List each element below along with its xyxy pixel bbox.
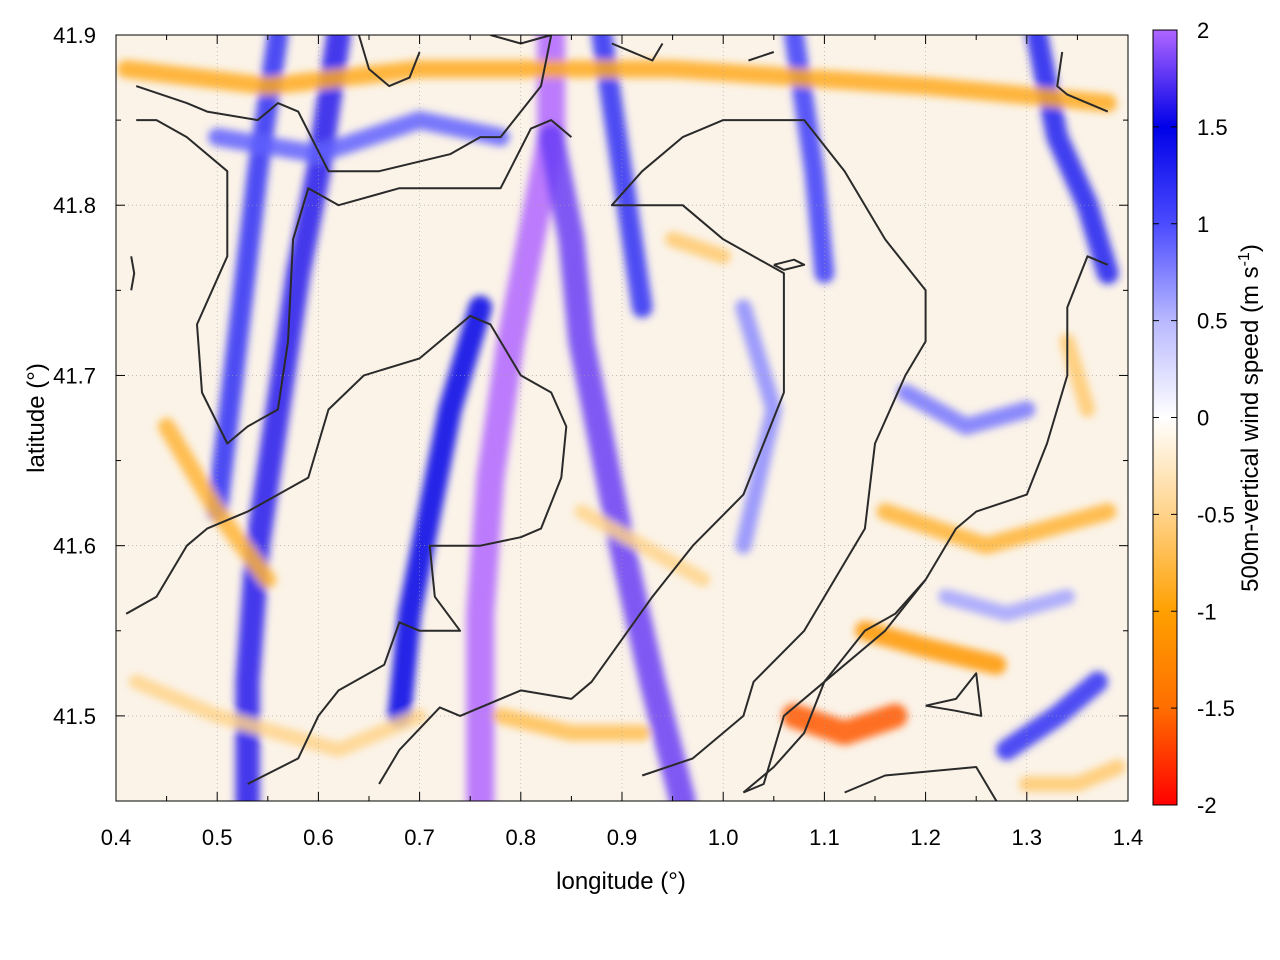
colorbar-unit-suffix: ) bbox=[1237, 244, 1264, 252]
axis-ticks bbox=[115, 34, 1129, 801]
wind-band-22 bbox=[128, 674, 427, 758]
wind-band-12 bbox=[735, 299, 782, 554]
colorbar-tick-label: 1.5 bbox=[1197, 115, 1228, 140]
contour-line-4 bbox=[378, 119, 927, 785]
x-axis-title: longitude (°) bbox=[556, 868, 686, 895]
x-tick-label: 1.1 bbox=[809, 825, 840, 850]
wind-band-21 bbox=[1059, 333, 1096, 418]
colorbar-tick-label: 0.5 bbox=[1197, 309, 1228, 334]
x-tick-label: 0.6 bbox=[303, 825, 334, 850]
wind-band-18 bbox=[876, 503, 1117, 555]
wind-band-10 bbox=[208, 111, 510, 164]
contour-line-7 bbox=[844, 766, 998, 801]
colorbar-ticks: 2 1.5 1 0.5 0 -0.5 -1 -1.5 -2 bbox=[1153, 18, 1235, 818]
contour-line-2 bbox=[136, 119, 573, 445]
x-tick-label: 0.4 bbox=[101, 825, 132, 850]
contour-line-12 bbox=[748, 51, 775, 62]
wind-band-19 bbox=[492, 707, 651, 742]
colorbar-label: 500m-vertical wind speed bbox=[1237, 320, 1264, 592]
wind-band-2 bbox=[538, 124, 696, 801]
x-tick-label: 0.5 bbox=[202, 825, 233, 850]
x-tick-label: 0.7 bbox=[404, 825, 435, 850]
colorbar-tick-label: 0 bbox=[1197, 406, 1209, 431]
x-tick-label: 1.3 bbox=[1012, 825, 1043, 850]
colorbar-tick-label: 1 bbox=[1197, 212, 1209, 237]
y-tick-label: 41.6 bbox=[53, 534, 96, 559]
wind-band-23 bbox=[574, 504, 711, 587]
x-tick-label: 0.8 bbox=[506, 825, 537, 850]
colorbar: 2 1.5 1 0.5 0 -0.5 -1 -1.5 -2 500m-vertical wind… bbox=[1152, 18, 1264, 818]
colorbar-tick-label: -1.5 bbox=[1197, 696, 1235, 721]
contour-line-14 bbox=[130, 256, 136, 291]
wind-band-13 bbox=[938, 589, 1075, 622]
y-tick-label: 41.5 bbox=[53, 704, 96, 729]
wind-band-16 bbox=[117, 59, 1117, 113]
plot-area bbox=[116, 35, 1128, 801]
contour-line-10 bbox=[357, 35, 421, 88]
x-tick-label: 1.4 bbox=[1113, 825, 1144, 850]
wind-band-9 bbox=[996, 671, 1108, 761]
contour-line-8 bbox=[925, 672, 983, 717]
grid-lines bbox=[116, 35, 1128, 801]
contour-line-9 bbox=[773, 258, 806, 271]
contour-line-6 bbox=[742, 579, 927, 794]
y-tick-label: 41.9 bbox=[53, 23, 96, 48]
wind-band-14 bbox=[781, 703, 908, 746]
colorbar-tick-label: 2 bbox=[1197, 18, 1209, 43]
colorbar-unit-prefix: (m s bbox=[1237, 266, 1264, 313]
contour-line-13 bbox=[1056, 51, 1109, 113]
y-tick-label: 41.8 bbox=[53, 193, 96, 218]
contour-line-1 bbox=[135, 35, 553, 173]
wind-band-7 bbox=[1026, 35, 1119, 285]
colorbar-tick-label: -0.5 bbox=[1197, 502, 1235, 527]
contour-line-3 bbox=[125, 314, 568, 785]
terrain-contours bbox=[125, 35, 1109, 801]
y-axis-title: latitude (°) bbox=[23, 363, 50, 473]
colorbar-tick-label: -1 bbox=[1197, 599, 1217, 624]
x-tick-label: 1.0 bbox=[708, 825, 739, 850]
y-tick-label: 41.7 bbox=[53, 363, 96, 388]
wind-band-20 bbox=[664, 231, 731, 264]
y-tick-labels: 41.5 41.6 41.7 41.8 41.9 bbox=[53, 23, 96, 729]
colorbar-unit-exponent: -1 bbox=[1236, 252, 1253, 266]
x-tick-label: 1.2 bbox=[910, 825, 941, 850]
x-tick-label: 0.9 bbox=[607, 825, 638, 850]
colorbar-title: 500m-vertical wind speed (m s-1) bbox=[1236, 244, 1264, 592]
x-tick-labels: 0.4 0.5 0.6 0.7 0.8 0.9 1.0 1.1 1.2 1.3 1.4 bbox=[101, 825, 1144, 850]
contour-line-5 bbox=[743, 255, 1109, 794]
contour-line-11 bbox=[611, 42, 664, 62]
wind-band-24 bbox=[1019, 759, 1126, 792]
colorbar-tick-label: -2 bbox=[1197, 793, 1217, 818]
wind-band-5 bbox=[206, 35, 289, 522]
